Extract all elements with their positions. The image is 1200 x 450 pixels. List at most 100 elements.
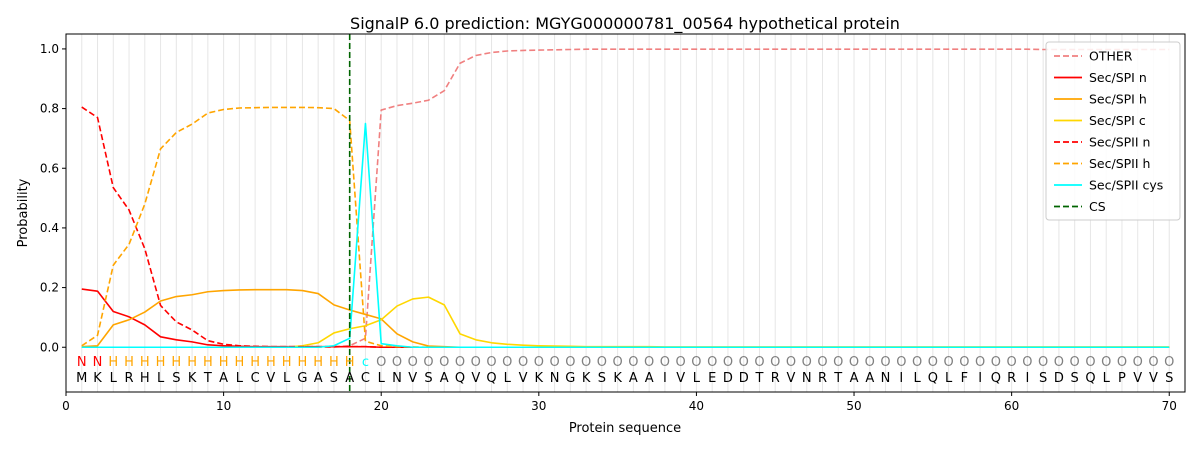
grid-layer: [81, 34, 1170, 392]
residue-label: V: [787, 371, 796, 386]
residue-label: I: [899, 371, 903, 386]
region-label: O: [660, 355, 670, 370]
legend-label: Sec/SPII n: [1089, 135, 1150, 150]
series-line-sec-spii-n: [81, 106, 1170, 349]
residue-label: K: [188, 371, 197, 386]
x-tick-label: 70: [1162, 399, 1177, 413]
region-label: O: [423, 355, 433, 370]
residue-label: T: [833, 371, 842, 386]
region-label: O: [392, 355, 402, 370]
region-label: O: [739, 355, 749, 370]
region-label: O: [1007, 355, 1017, 370]
region-label: H: [203, 355, 213, 370]
residue-label: Q: [455, 371, 465, 386]
residue-label: H: [140, 371, 150, 386]
y-tick-label: 0.8: [40, 102, 59, 116]
region-label: N: [77, 355, 87, 370]
x-tick-label: 0: [62, 399, 70, 413]
region-label: O: [723, 355, 733, 370]
residue-label: T: [203, 371, 212, 386]
region-label: O: [471, 355, 481, 370]
residue-label: C: [361, 371, 370, 386]
region-label: O: [1133, 355, 1143, 370]
region-label: O: [786, 355, 796, 370]
sequence-labels: NMNKHLHRHHHLHSHKHTHAHLHCHVHLHGHAHSHAcCOL…: [76, 355, 1174, 386]
region-label: O: [549, 355, 559, 370]
residue-label: K: [613, 371, 622, 386]
residue-label: Q: [486, 371, 496, 386]
region-label: O: [817, 355, 827, 370]
residue-label: Q: [991, 371, 1001, 386]
residue-label: L: [378, 371, 386, 386]
region-label: O: [439, 355, 449, 370]
region-label: O: [896, 355, 906, 370]
residue-label: A: [865, 371, 874, 386]
residue-label: A: [850, 371, 859, 386]
region-label: O: [486, 355, 496, 370]
region-label: O: [376, 355, 386, 370]
residue-label: N: [881, 371, 891, 386]
region-label: O: [1117, 355, 1127, 370]
residue-label: N: [550, 371, 560, 386]
residue-label: S: [172, 371, 180, 386]
region-label: O: [644, 355, 654, 370]
legend-label: Sec/SPII h: [1089, 156, 1150, 171]
residue-label: P: [1118, 371, 1126, 386]
plot-frame: [65, 33, 1186, 393]
legend: OTHER Sec/SPI n Sec/SPI h Sec/SPI c Sec/SPII…: [1045, 41, 1181, 221]
legend-label: Sec/SPI n: [1089, 70, 1147, 85]
region-label: O: [975, 355, 985, 370]
residue-label: R: [818, 371, 827, 386]
residue-label: V: [519, 371, 528, 386]
x-tick-label: 20: [374, 399, 389, 413]
region-label: O: [943, 355, 953, 370]
residue-label: V: [471, 371, 480, 386]
region-label: O: [691, 355, 701, 370]
residue-label: L: [504, 371, 512, 386]
region-label: H: [329, 355, 339, 370]
series-line-sec-spi-h: [81, 288, 1170, 349]
region-label: O: [408, 355, 418, 370]
region-label: H: [313, 355, 323, 370]
residue-label: V: [676, 371, 685, 386]
region-label: O: [880, 355, 890, 370]
residue-label: E: [708, 371, 716, 386]
region-label: O: [628, 355, 638, 370]
region-label: O: [754, 355, 764, 370]
residue-label: V: [1149, 371, 1158, 386]
legend-label: Sec/SPII cys: [1089, 178, 1163, 193]
series-line-other: [81, 48, 1170, 349]
y-tick-label: 0.4: [40, 221, 59, 235]
residue-label: D: [723, 371, 733, 386]
residue-label: S: [1039, 371, 1047, 386]
region-label: O: [455, 355, 465, 370]
residue-label: N: [392, 371, 402, 386]
region-label: O: [1038, 355, 1048, 370]
x-tick-label: 50: [846, 399, 861, 413]
residue-label: L: [236, 371, 244, 386]
region-label: O: [1022, 355, 1032, 370]
region-label: O: [534, 355, 544, 370]
residue-label: A: [629, 371, 638, 386]
region-label: H: [219, 355, 229, 370]
residue-label: L: [283, 371, 291, 386]
legend-label: Sec/SPI c: [1089, 113, 1146, 128]
region-label: O: [865, 355, 875, 370]
region-label: H: [187, 355, 197, 370]
region-label: H: [140, 355, 150, 370]
region-label: O: [1070, 355, 1080, 370]
region-label: H: [234, 355, 244, 370]
residue-label: I: [663, 371, 667, 386]
region-label: H: [345, 355, 355, 370]
residue-label: C: [251, 371, 260, 386]
x-tick-label: 60: [1004, 399, 1019, 413]
residue-label: L: [945, 371, 953, 386]
residue-label: A: [440, 371, 449, 386]
residue-label: T: [754, 371, 763, 386]
series-line-sec-spi-n: [81, 288, 1170, 349]
region-label: H: [156, 355, 166, 370]
region-label: H: [282, 355, 292, 370]
region-label: H: [124, 355, 134, 370]
region-label: O: [991, 355, 1001, 370]
